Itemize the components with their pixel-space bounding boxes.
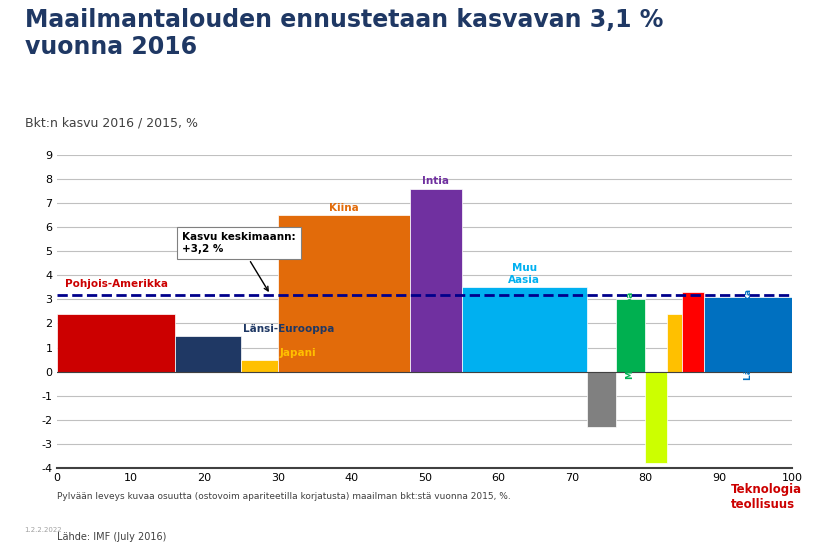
Text: Lähde: IMF (July 2016): Lähde: IMF (July 2016) [57,532,167,542]
Text: Kasvu keskimaann:
+3,2 %: Kasvu keskimaann: +3,2 % [182,232,296,291]
Bar [462,287,587,372]
Text: Muu it. Eurooppa: Muu it. Eurooppa [626,292,636,379]
Text: Maailmantalouden ennustetaan kasvavan 3,1 %
vuonna 2016: Maailmantalouden ennustetaan kasvavan 3,… [25,8,663,59]
Bar [278,215,410,372]
Bar [616,299,645,372]
Text: Länsi-Eurooppa: Länsi-Eurooppa [243,324,335,335]
Text: Teknologia
teollisuus: Teknologia teollisuus [731,484,802,511]
Text: Lähi-itä ja Afrikka: Lähi-itä ja Afrikka [743,289,753,380]
Text: Brasilia: Brasilia [652,398,661,436]
Text: Muu
Aasia: Muu Aasia [508,263,540,285]
Bar [57,314,175,372]
Bar [587,372,616,427]
Text: Japani: Japani [280,348,317,358]
Text: Muu Lat. Am.: Muu Lat. Am. [689,298,698,366]
Bar [682,292,704,372]
Text: Intia: Intia [422,176,449,187]
Bar [667,314,682,372]
Bar [704,297,792,372]
Text: Bkt:n kasvu 2016 / 2015, %: Bkt:n kasvu 2016 / 2015, % [25,117,198,130]
Bar [241,360,278,372]
Bar [175,336,241,372]
Text: Venäjä: Venäjä [596,382,606,417]
Text: Pohjois-Amerikka: Pohjois-Amerikka [65,279,167,288]
Text: Meksiko: Meksiko [670,322,680,363]
Text: Kiina: Kiina [329,203,359,213]
Text: Pylvään leveys kuvaa osuutta (ostovoim apariteetilla korjatusta) maailman bkt:st: Pylvään leveys kuvaa osuutta (ostovoim a… [57,492,511,502]
Bar [410,189,462,372]
Bar [645,372,667,463]
Text: 1.2.2.2022: 1.2.2.2022 [25,527,62,533]
